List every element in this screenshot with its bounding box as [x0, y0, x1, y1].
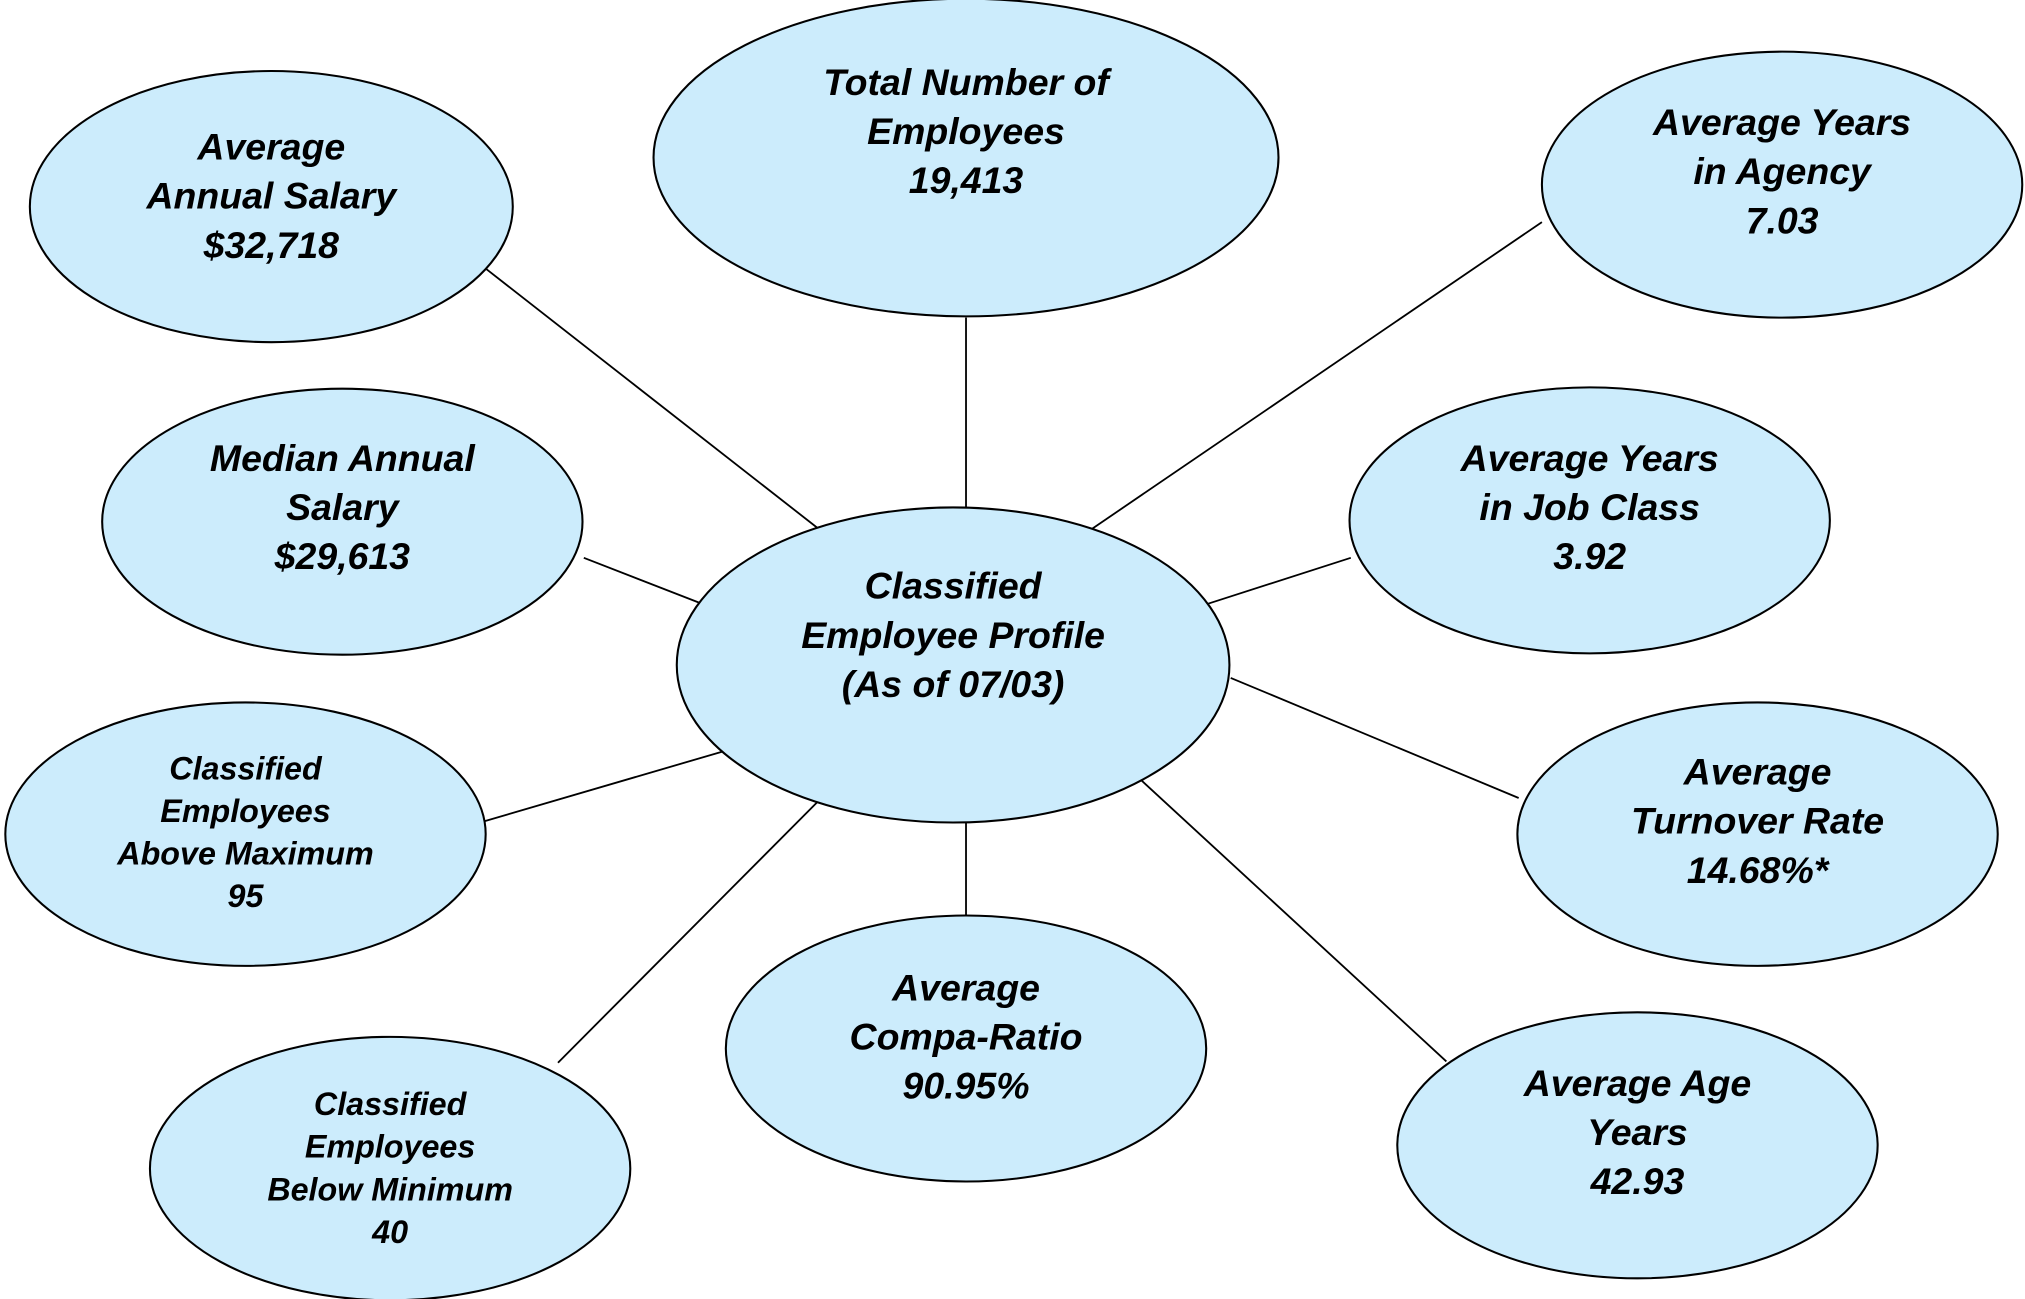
center-node-label: Employee Profile: [801, 614, 1105, 656]
connector: [583, 556, 701, 604]
connector: [1086, 221, 1543, 533]
connector: [484, 749, 728, 823]
metric-node-label: Average: [196, 126, 345, 168]
metric-node: [101, 387, 584, 656]
metric-node-label: Annual Salary: [145, 175, 398, 217]
center-node-label: Classified: [865, 565, 1043, 607]
metric-node-value: $29,613: [274, 535, 411, 577]
metric-node-label: Below Minimum: [267, 1171, 513, 1207]
metric-node-label: Average Years: [1460, 437, 1719, 479]
metric-node-value: 19,413: [909, 159, 1024, 201]
connector: [1230, 677, 1520, 799]
connector: [485, 267, 824, 533]
metric-node: [4, 701, 487, 967]
connector: [1133, 772, 1447, 1063]
metric-node-label: Average Age: [1523, 1062, 1752, 1104]
metric-node-value: 40: [371, 1214, 408, 1250]
metric-node-label: Employees: [160, 793, 330, 829]
metric-node-label: Average: [1683, 751, 1832, 793]
metric-node-label: Above Maximum: [116, 836, 373, 872]
metric-node-value: $32,718: [203, 224, 340, 266]
metric-node-label: Turnover Rate: [1631, 800, 1884, 842]
metric-node: [652, 0, 1280, 318]
metric-node: [148, 1035, 632, 1299]
metric-node-label: Average Years: [1652, 101, 1911, 143]
metric-node: [1396, 1011, 1879, 1280]
metric-node-label: Employees: [867, 110, 1065, 152]
metric-node-label: in Agency: [1693, 150, 1873, 192]
connectors: [484, 221, 1543, 1064]
metric-node-value: 95: [228, 878, 265, 914]
connector: [1205, 556, 1352, 606]
metric-node-value: 3.92: [1553, 535, 1626, 577]
metric-node: [1516, 701, 1999, 967]
metric-node-label: in Job Class: [1479, 486, 1700, 528]
connector: [557, 797, 823, 1064]
center-node: [675, 506, 1231, 824]
metric-node-label: Total Number of: [823, 61, 1112, 103]
center-node-label: (As of 07/03): [842, 663, 1065, 705]
metric-node-label: Median Annual: [210, 437, 476, 479]
metric-node: [1540, 50, 2024, 319]
metric-node: [724, 914, 1208, 1183]
metric-node-label: Salary: [286, 486, 401, 528]
metric-node-value: 14.68%*: [1687, 849, 1831, 891]
metric-node-label: Average: [891, 966, 1040, 1008]
metric-node-label: Classified: [314, 1086, 468, 1122]
metric-node-value: 7.03: [1746, 199, 1819, 241]
metric-node: [28, 69, 514, 344]
metric-node: [1348, 386, 1831, 655]
metric-node-value: 90.95%: [903, 1064, 1030, 1106]
metric-node-label: Compa-Ratio: [850, 1015, 1083, 1057]
metric-node-label: Employees: [305, 1129, 475, 1165]
metric-node-label: Years: [1587, 1111, 1688, 1153]
metric-node-label: Classified: [169, 750, 323, 786]
metric-node-value: 42.93: [1590, 1160, 1685, 1202]
